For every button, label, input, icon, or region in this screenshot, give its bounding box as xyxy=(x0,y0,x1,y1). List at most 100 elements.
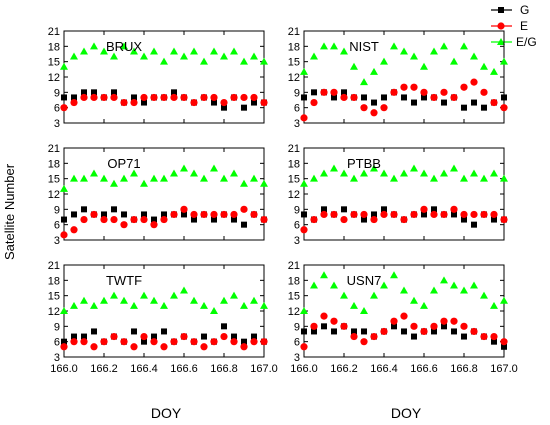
point-eg xyxy=(250,296,258,304)
point-eg xyxy=(110,179,118,187)
point-eg xyxy=(370,164,378,172)
point-e xyxy=(220,98,228,107)
point-e xyxy=(470,210,478,219)
point-g xyxy=(131,328,137,335)
point-e xyxy=(170,93,178,102)
point-eg xyxy=(180,286,188,294)
point-eg xyxy=(350,62,358,70)
point-g xyxy=(471,221,477,228)
point-g xyxy=(131,94,137,101)
point-g xyxy=(181,211,187,218)
point-e xyxy=(150,338,158,346)
point-e xyxy=(460,83,468,91)
point-eg xyxy=(470,52,478,60)
point-g xyxy=(301,328,307,335)
point-eg xyxy=(460,174,468,182)
point-e xyxy=(380,210,388,219)
point-e xyxy=(90,93,98,102)
point-e xyxy=(500,338,508,346)
point-g xyxy=(251,333,257,340)
point-g xyxy=(91,328,97,335)
point-g xyxy=(461,216,467,223)
point-e xyxy=(490,98,498,107)
point-eg xyxy=(100,47,108,55)
point-eg xyxy=(300,307,308,314)
y-tick-label: 6 xyxy=(294,337,300,349)
point-eg xyxy=(430,47,438,55)
point-eg xyxy=(140,52,148,60)
point-e xyxy=(70,338,78,346)
point-eg xyxy=(380,169,388,177)
point-e xyxy=(110,93,118,102)
point-eg xyxy=(400,47,408,55)
point-eg xyxy=(220,52,228,60)
point-e xyxy=(410,83,418,91)
point-eg xyxy=(410,296,418,304)
x-tick-label: 166.2 xyxy=(330,363,358,375)
point-e xyxy=(470,327,478,336)
y-tick-label: 15 xyxy=(48,57,60,69)
x-tick-label: 166.8 xyxy=(210,363,238,375)
panel-title: PTBB xyxy=(347,156,381,171)
point-eg xyxy=(100,174,108,182)
point-e xyxy=(210,93,218,102)
point-e xyxy=(110,215,118,224)
y-tick-label: 12 xyxy=(48,72,60,84)
point-e xyxy=(160,215,168,224)
y-tick-label: 15 xyxy=(48,291,60,303)
point-eg xyxy=(460,286,468,294)
point-eg xyxy=(150,174,158,182)
x-axis-label-left: DOY xyxy=(151,405,182,421)
point-eg xyxy=(90,42,98,50)
point-eg xyxy=(360,307,368,314)
y-tick-label: 3 xyxy=(294,118,300,130)
point-g xyxy=(231,333,237,340)
y-tick-label: 9 xyxy=(54,204,60,216)
y-tick-label: 21 xyxy=(48,260,60,272)
point-e xyxy=(370,215,378,224)
point-eg xyxy=(100,296,108,304)
panel-title: BRUX xyxy=(106,39,142,54)
point-e xyxy=(380,104,388,112)
point-g xyxy=(91,89,97,96)
point-g xyxy=(491,216,497,223)
point-e xyxy=(410,322,418,330)
point-e xyxy=(60,343,68,351)
point-eg xyxy=(180,52,188,60)
point-e xyxy=(330,317,338,325)
point-e xyxy=(350,332,358,341)
point-eg xyxy=(80,47,88,55)
y-tick-label: 18 xyxy=(48,158,60,170)
point-e xyxy=(250,338,258,346)
point-g xyxy=(101,211,107,218)
point-eg xyxy=(460,42,468,50)
point-e xyxy=(360,210,368,219)
point-e xyxy=(260,98,268,107)
plot-frame xyxy=(303,264,505,358)
point-g xyxy=(221,104,227,111)
point-e xyxy=(250,210,258,219)
point-eg xyxy=(200,57,208,65)
point-g xyxy=(171,89,177,96)
point-e xyxy=(150,221,158,229)
point-e xyxy=(140,215,148,224)
point-e xyxy=(120,98,128,107)
point-eg xyxy=(230,291,238,299)
point-eg xyxy=(220,296,228,304)
point-e xyxy=(440,317,448,325)
point-eg xyxy=(470,281,478,289)
point-eg xyxy=(450,164,458,172)
point-eg xyxy=(150,47,158,55)
point-eg xyxy=(120,296,128,304)
y-tick-label: 9 xyxy=(294,321,300,333)
point-e xyxy=(460,210,468,219)
y-tick-label: 3 xyxy=(54,118,60,130)
point-eg xyxy=(380,281,388,289)
point-eg xyxy=(250,174,258,182)
point-e xyxy=(440,210,448,219)
point-g xyxy=(321,206,327,213)
point-g xyxy=(371,211,377,218)
point-e xyxy=(200,93,208,102)
point-e xyxy=(340,215,348,224)
